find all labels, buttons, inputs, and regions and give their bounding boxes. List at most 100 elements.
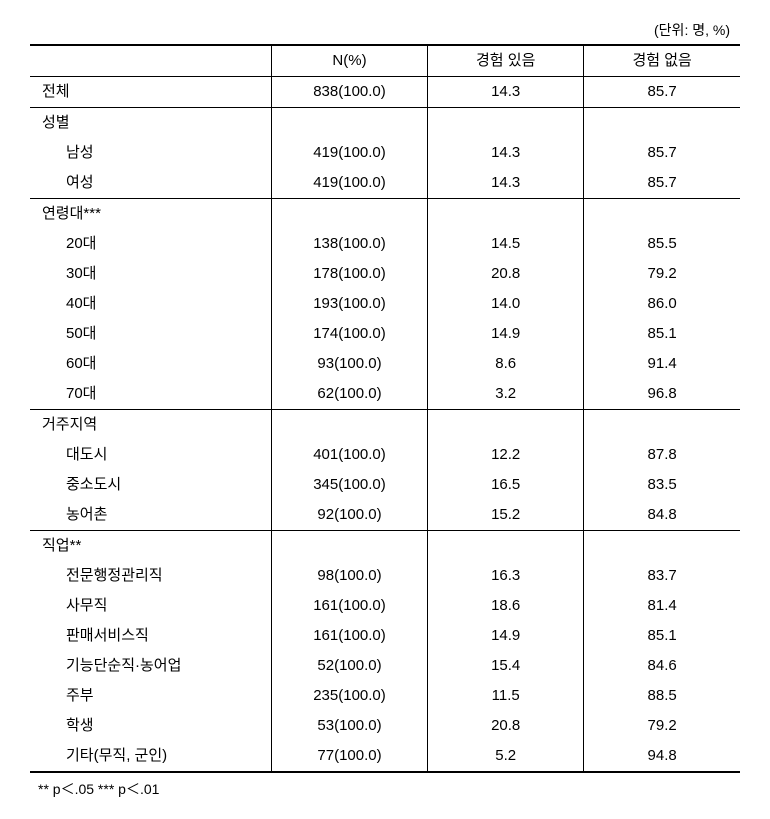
cell-no: 83.7 xyxy=(584,561,740,591)
header-row: N(%) 경험 있음 경험 없음 xyxy=(30,45,740,77)
cell-yes: 12.2 xyxy=(428,440,584,470)
unit-label: (단위: 명, %) xyxy=(30,20,740,40)
table-row: 중소도시345(100.0)16.583.5 xyxy=(30,470,740,500)
table-row: 판매서비스직161(100.0)14.985.1 xyxy=(30,621,740,651)
group-header-row: 성별 xyxy=(30,108,740,139)
cell-no xyxy=(584,410,740,441)
cell-yes: 16.3 xyxy=(428,561,584,591)
data-table: N(%) 경험 있음 경험 없음 전체838(100.0)14.385.7성별남… xyxy=(30,44,740,773)
cell-yes xyxy=(428,108,584,139)
row-label: 판매서비스직 xyxy=(30,621,271,651)
table-row: 사무직161(100.0)18.681.4 xyxy=(30,591,740,621)
cell-n xyxy=(271,531,427,562)
table-row: 전체838(100.0)14.385.7 xyxy=(30,77,740,108)
row-label: 기능단순직·농어업 xyxy=(30,651,271,681)
row-label: 중소도시 xyxy=(30,470,271,500)
cell-n xyxy=(271,108,427,139)
cell-yes: 14.3 xyxy=(428,138,584,168)
cell-no xyxy=(584,199,740,230)
cell-n: 235(100.0) xyxy=(271,681,427,711)
cell-n: 62(100.0) xyxy=(271,379,427,410)
cell-n: 345(100.0) xyxy=(271,470,427,500)
cell-n: 138(100.0) xyxy=(271,229,427,259)
cell-n: 419(100.0) xyxy=(271,168,427,199)
cell-yes: 8.6 xyxy=(428,349,584,379)
cell-n xyxy=(271,199,427,230)
group-header-row: 직업** xyxy=(30,531,740,562)
row-label: 30대 xyxy=(30,259,271,289)
cell-no xyxy=(584,531,740,562)
table-row: 60대93(100.0)8.691.4 xyxy=(30,349,740,379)
cell-no: 85.7 xyxy=(584,138,740,168)
table-row: 기능단순직·농어업52(100.0)15.484.6 xyxy=(30,651,740,681)
row-label: 사무직 xyxy=(30,591,271,621)
cell-n: 52(100.0) xyxy=(271,651,427,681)
table-row: 남성419(100.0)14.385.7 xyxy=(30,138,740,168)
row-label: 20대 xyxy=(30,229,271,259)
cell-no: 79.2 xyxy=(584,259,740,289)
row-label: 주부 xyxy=(30,681,271,711)
cell-n: 92(100.0) xyxy=(271,500,427,531)
col-no: 경험 없음 xyxy=(584,45,740,77)
cell-n: 401(100.0) xyxy=(271,440,427,470)
cell-yes: 11.5 xyxy=(428,681,584,711)
table-row: 40대193(100.0)14.086.0 xyxy=(30,289,740,319)
cell-n: 193(100.0) xyxy=(271,289,427,319)
cell-n: 419(100.0) xyxy=(271,138,427,168)
row-label: 전체 xyxy=(30,77,271,108)
cell-n: 178(100.0) xyxy=(271,259,427,289)
cell-yes: 20.8 xyxy=(428,711,584,741)
col-yes: 경험 있음 xyxy=(428,45,584,77)
cell-n: 838(100.0) xyxy=(271,77,427,108)
cell-no: 85.1 xyxy=(584,319,740,349)
cell-no: 85.5 xyxy=(584,229,740,259)
table-row: 대도시401(100.0)12.287.8 xyxy=(30,440,740,470)
cell-no: 88.5 xyxy=(584,681,740,711)
row-label: 성별 xyxy=(30,108,271,139)
row-label: 직업** xyxy=(30,531,271,562)
cell-no: 83.5 xyxy=(584,470,740,500)
cell-n: 98(100.0) xyxy=(271,561,427,591)
table-row: 전문행정관리직98(100.0)16.383.7 xyxy=(30,561,740,591)
cell-no: 85.7 xyxy=(584,77,740,108)
cell-yes: 14.5 xyxy=(428,229,584,259)
cell-n: 77(100.0) xyxy=(271,741,427,772)
table-row: 50대174(100.0)14.985.1 xyxy=(30,319,740,349)
cell-no: 87.8 xyxy=(584,440,740,470)
group-header-row: 연령대*** xyxy=(30,199,740,230)
cell-yes: 14.9 xyxy=(428,319,584,349)
cell-yes xyxy=(428,410,584,441)
cell-n: 161(100.0) xyxy=(271,621,427,651)
cell-no: 96.8 xyxy=(584,379,740,410)
cell-n: 93(100.0) xyxy=(271,349,427,379)
cell-yes: 14.0 xyxy=(428,289,584,319)
row-label: 전문행정관리직 xyxy=(30,561,271,591)
cell-yes: 16.5 xyxy=(428,470,584,500)
cell-yes: 5.2 xyxy=(428,741,584,772)
table-row: 주부235(100.0)11.588.5 xyxy=(30,681,740,711)
cell-yes: 15.2 xyxy=(428,500,584,531)
cell-yes xyxy=(428,199,584,230)
cell-yes: 3.2 xyxy=(428,379,584,410)
row-label: 50대 xyxy=(30,319,271,349)
col-n: N(%) xyxy=(271,45,427,77)
cell-yes: 14.9 xyxy=(428,621,584,651)
footnote: ** p＜.05 *** p＜.01 xyxy=(30,779,740,799)
row-label: 70대 xyxy=(30,379,271,410)
cell-yes: 14.3 xyxy=(428,168,584,199)
cell-n xyxy=(271,410,427,441)
cell-no: 84.8 xyxy=(584,500,740,531)
cell-yes: 14.3 xyxy=(428,77,584,108)
row-label: 연령대*** xyxy=(30,199,271,230)
cell-no: 79.2 xyxy=(584,711,740,741)
table-row: 여성419(100.0)14.385.7 xyxy=(30,168,740,199)
group-header-row: 거주지역 xyxy=(30,410,740,441)
table-row: 학생53(100.0)20.879.2 xyxy=(30,711,740,741)
cell-no xyxy=(584,108,740,139)
row-label: 남성 xyxy=(30,138,271,168)
cell-no: 94.8 xyxy=(584,741,740,772)
cell-no: 85.7 xyxy=(584,168,740,199)
cell-no: 91.4 xyxy=(584,349,740,379)
cell-yes: 15.4 xyxy=(428,651,584,681)
table-row: 70대62(100.0)3.296.8 xyxy=(30,379,740,410)
